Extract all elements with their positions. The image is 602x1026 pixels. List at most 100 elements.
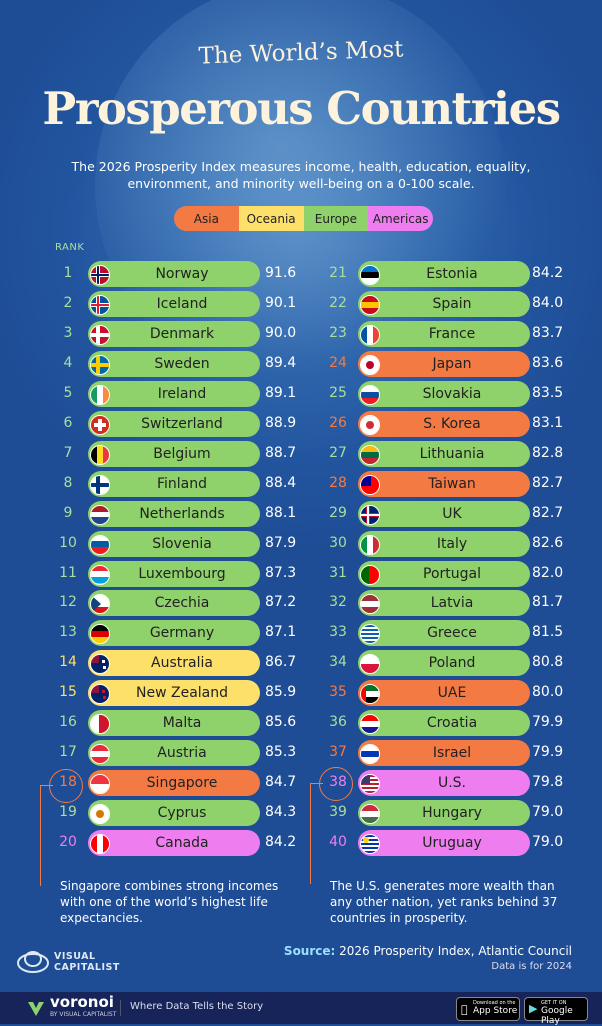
country-bar: [358, 680, 530, 707]
rank-label: 29: [329, 504, 347, 521]
country-bar: [358, 650, 530, 677]
country-name: Sweden: [154, 355, 210, 372]
score-label: 88.4: [265, 474, 297, 491]
country-row: 30 Italy 82.6: [0, 530, 602, 557]
country-row: 19 Cyprus 84.3: [0, 800, 602, 827]
flag-icon: [90, 414, 110, 435]
flag-icon: [90, 354, 110, 375]
country-name: Lithuania: [419, 445, 485, 462]
rank-label: 28: [329, 474, 347, 491]
country-bar: [88, 650, 260, 677]
score-label: 87.3: [265, 564, 297, 581]
country-bar: [88, 830, 260, 857]
country-row: 39 Hungary 79.0: [0, 800, 602, 827]
country-name: Switzerland: [141, 415, 223, 432]
country-row: 28 Taiwan 82.7: [0, 470, 602, 497]
country-bar: [358, 290, 530, 317]
score-label: 88.9: [265, 414, 297, 431]
country-row: 35 UAE 80.0: [0, 680, 602, 707]
rank-label: 21: [329, 265, 347, 281]
country-bar: [88, 590, 260, 617]
country-bar: [88, 740, 260, 767]
country-name: France: [428, 325, 476, 342]
country-name: UAE: [437, 685, 467, 702]
legend-europe: Europe: [303, 206, 369, 231]
legend-asia: Asia: [174, 206, 239, 231]
rank-label: 20: [59, 834, 77, 851]
country-bar: [358, 320, 530, 347]
highlight-bracket-right: [310, 783, 323, 884]
country-row: 20 Canada 84.2: [0, 830, 602, 857]
tagline: Where Data Tells the Story: [130, 1001, 264, 1012]
flag-icon: [360, 834, 380, 855]
flag-icon: [90, 474, 110, 495]
country-row: 33 Greece 81.5: [0, 620, 602, 647]
country-bar: [88, 710, 260, 737]
rank-label: 36: [329, 714, 347, 731]
score-label: 80.8: [532, 654, 564, 671]
score-label: 83.1: [532, 414, 564, 431]
country-bar: [358, 380, 530, 407]
rank-header: RANK: [55, 242, 85, 253]
country-row: 27 Lithuania 82.8: [0, 440, 602, 467]
note-singapore: Singapore combines strong incomes with o…: [60, 879, 279, 925]
cloud-icon: [17, 951, 49, 973]
rank-label: 7: [63, 444, 73, 461]
country-name: Malta: [162, 715, 202, 732]
country-name: Czechia: [154, 595, 210, 612]
country-row: 40 Uruguay 79.0: [0, 830, 602, 857]
country-bar: [358, 261, 530, 287]
country-row: 13 Germany 87.1: [0, 620, 602, 647]
score-label: 87.2: [265, 594, 297, 611]
flag-icon: [90, 834, 110, 855]
country-row: 36 Croatia 79.9: [0, 710, 602, 737]
country-row: 9 Netherlands 88.1: [0, 500, 602, 527]
footer-divider: [120, 1000, 121, 1016]
country-name: Cyprus: [157, 805, 207, 822]
score-label: 90.1: [265, 294, 297, 311]
country-bar: [88, 500, 260, 527]
score-label: 81.5: [532, 624, 564, 641]
country-bar: [88, 290, 260, 317]
flag-icon: [360, 384, 380, 405]
score-label: 89.1: [265, 384, 297, 401]
flag-icon: [360, 624, 380, 645]
flag-icon: [90, 774, 110, 795]
app-store-button[interactable]:  Download on the App Store: [456, 997, 520, 1021]
country-name: Latvia: [430, 595, 474, 612]
score-label: 79.0: [532, 804, 564, 821]
rank-label: 17: [59, 744, 77, 761]
highlight-ring-us: [319, 767, 353, 801]
voronoi-brand-sub: BY VISUAL CAPITALIST: [50, 1011, 117, 1018]
country-name: Spain: [432, 295, 472, 312]
google-play-button[interactable]: ▶ GET IT ON Google Play: [524, 997, 588, 1026]
country-row: 21 Estonia 84.2: [0, 261, 602, 287]
rank-label: 24: [329, 354, 347, 371]
flag-icon: [360, 504, 380, 525]
country-name: Iceland: [156, 295, 208, 312]
subtitle: The 2026 Prosperity Index measures incom…: [71, 159, 531, 191]
app-store-label: App Store: [473, 1006, 518, 1016]
country-bar: [358, 620, 530, 647]
rank-label: 19: [59, 804, 77, 821]
country-name: UK: [442, 505, 462, 522]
country-row: 32 Latvia 81.7: [0, 590, 602, 617]
score-label: 82.0: [532, 564, 564, 581]
flag-icon: [360, 444, 380, 465]
visual-capitalist-logo: VISUAL CAPITALIST: [16, 949, 119, 977]
rank-label: 11: [59, 564, 77, 581]
score-label: 79.9: [532, 714, 564, 731]
rank-label: 37: [329, 744, 347, 761]
country-bar: [88, 440, 260, 467]
rank-label: 8: [63, 474, 73, 491]
score-label: 85.9: [265, 684, 297, 701]
score-label: 83.6: [532, 354, 564, 371]
rank-label: 40: [329, 834, 347, 851]
country-row: 12 Czechia 87.2: [0, 590, 602, 617]
score-label: 84.7: [265, 774, 297, 791]
flag-icon: [360, 804, 380, 825]
flag-icon: [90, 265, 110, 285]
source-label: Source:: [283, 944, 336, 958]
country-row: 2 Iceland 90.1: [0, 290, 602, 317]
page-title: Prosperous Countries: [42, 82, 561, 135]
